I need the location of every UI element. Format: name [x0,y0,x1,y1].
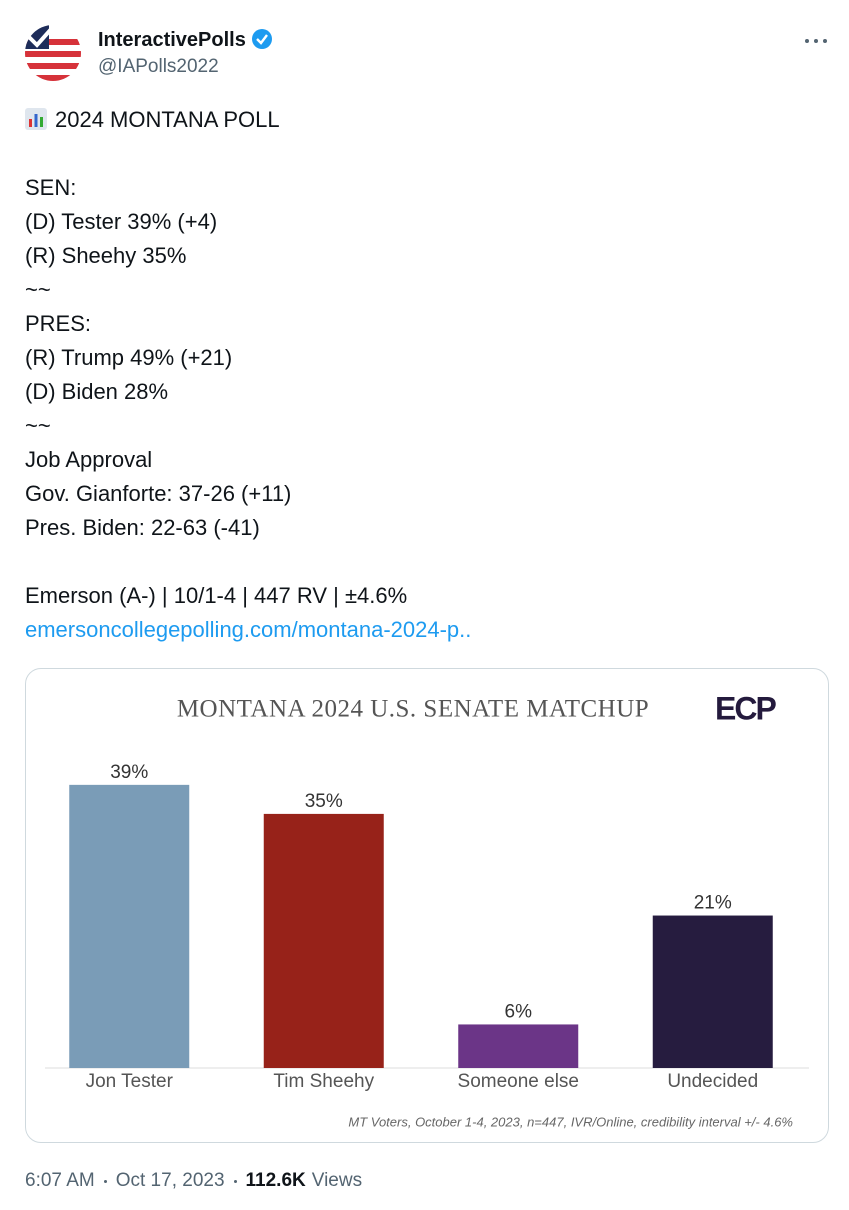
display-name-text[interactable]: InteractivePolls [98,29,246,51]
chart-title: MONTANA 2024 U.S. SENATE MATCHUP [177,696,649,723]
bar [458,1024,579,1068]
value-label: 6% [505,1001,533,1022]
value-label: 39% [110,762,148,783]
views-label: Views [311,1170,363,1191]
handle[interactable]: @IAPolls2022 [98,56,219,77]
value-label: 21% [694,893,732,914]
text-line: (R) Trump 49% (+21) [25,345,233,370]
media-card[interactable] [25,668,829,1143]
text-line: 2024 MONTANA POLL [25,103,825,137]
link[interactable]: emersoncollegepolling.com/montana-2024-p… [25,617,472,642]
text-line: Gov. Gianforte: 37-26 (+11) [25,481,292,506]
text-line: Pres. Biden: 22-63 (-41) [25,515,260,540]
value-label: 35% [305,791,343,812]
text-line: ~~ [25,277,51,302]
text-line: (D) Tester 39% (+4) [25,209,218,234]
chart: MONTANA 2024 U.S. SENATE MATCHUP ECP MT … [45,690,809,1129]
separator [233,1179,237,1183]
text-line: SEN: [25,175,77,200]
verified-badge [252,29,273,49]
time[interactable]: 6:07 AM [25,1170,95,1191]
chart-emoji [25,108,47,130]
text-line: Emerson (A-) | 10/1-4 | 447 RV | ±4.6% [25,583,408,608]
text-line: PRES: [25,311,92,336]
logo: ECP [715,690,776,726]
paragraph: 2024 MONTANA POLL [25,103,825,137]
more-menu[interactable] [803,37,829,45]
text-line: Job Approval [25,447,153,472]
display-name[interactable]: InteractivePolls [98,28,273,52]
bar [263,813,384,1068]
paragraph: Emerson (A-) | 10/1-4 | 447 RV | ±4.6% [25,579,825,613]
avatar[interactable] [25,25,81,81]
text-line: (D) Biden 28% [25,379,169,404]
text-line: ~~ [25,413,51,438]
date[interactable]: Oct 17, 2023 [115,1170,225,1191]
chart-note: MT Voters, October 1-4, 2023, n=447, IVR… [348,1114,793,1129]
paragraph: SEN: (D) Tester 39% (+4) (R) Sheehy 35% ~~ P… [25,171,825,545]
separator [103,1179,107,1183]
category-label: Tim Sheehy [273,1071,374,1092]
views-count: 112.6K [245,1170,306,1191]
bar [652,915,773,1068]
text: 2024 MONTANA POLL [55,107,280,132]
category-label: Jon Tester [86,1071,174,1092]
bar [69,784,190,1068]
text-line: (R) Sheehy 35% [25,243,187,268]
category-label: Someone else [458,1071,579,1092]
tweet-text: 2024 MONTANA POLL SEN: (D) Tester 39% (+4)… [25,103,825,647]
category-label: Undecided [667,1071,758,1092]
tweet-footer: 6:07 AM Oct 17, 2023 112.6K Views [25,1170,362,1192]
